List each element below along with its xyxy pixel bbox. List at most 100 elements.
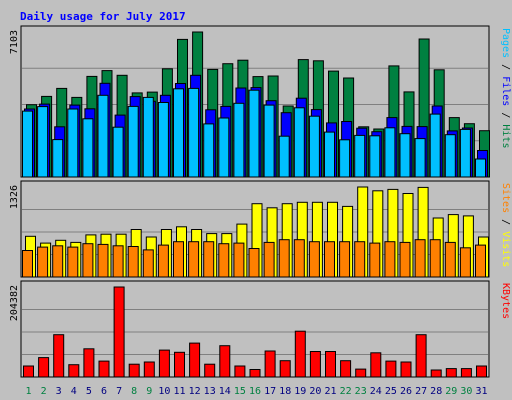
day-label: 28	[430, 386, 442, 397]
bar-pages	[52, 139, 64, 178]
bar-pages	[248, 89, 260, 178]
legend-sep: /	[500, 219, 511, 225]
bar-pages	[218, 117, 230, 178]
bar-sites	[369, 242, 381, 278]
bar-kbytes	[204, 363, 216, 378]
bar-kbytes	[325, 351, 336, 378]
day-label: 4	[71, 386, 77, 397]
day-label: 21	[324, 386, 336, 397]
bar-pages	[459, 128, 471, 178]
bar-sites	[97, 243, 109, 278]
day-label: 12	[189, 386, 201, 397]
bar-pages	[475, 158, 486, 178]
bar-kbytes	[415, 334, 427, 378]
bar-kbytes	[249, 369, 261, 378]
bar-sites	[399, 241, 411, 278]
day-label: 25	[385, 386, 397, 397]
bar-sites	[67, 246, 79, 278]
bar-kbytes	[219, 345, 231, 378]
bar-kbytes	[23, 365, 34, 378]
bar-kbytes	[113, 286, 125, 378]
day-label: 18	[279, 386, 291, 397]
bar-pages	[369, 135, 381, 178]
legend-sites: Sites	[500, 183, 511, 213]
bar-pages	[278, 135, 290, 178]
day-label: 8	[131, 386, 137, 397]
bar-kbytes	[234, 365, 246, 378]
bar-sites	[112, 245, 124, 278]
bar-kbytes	[68, 364, 80, 378]
bar-kbytes	[340, 360, 352, 378]
day-label: 24	[370, 386, 382, 397]
day-label: 9	[146, 386, 152, 397]
bar-pages	[308, 115, 320, 178]
day-label: 26	[400, 386, 412, 397]
day-label: 16	[249, 386, 261, 397]
bar-sites	[384, 241, 396, 278]
panel-kbytes: 204382 KBytes	[9, 280, 511, 378]
bar-pages	[112, 126, 124, 178]
bar-kbytes	[189, 342, 201, 378]
day-label: 1	[25, 386, 31, 397]
bar-kbytes	[309, 351, 321, 378]
bar-pages	[324, 131, 335, 178]
bar-pages	[293, 107, 305, 178]
day-label: 29	[445, 386, 457, 397]
bar-kbytes	[400, 361, 412, 378]
bar-kbytes	[264, 350, 276, 378]
bar-sites	[188, 241, 200, 278]
bar-sites	[414, 239, 426, 278]
bar-pages	[82, 118, 94, 178]
chart-title: Daily usage for July 2017	[20, 10, 186, 23]
bar-kbytes	[385, 360, 397, 378]
bar-kbytes	[370, 352, 382, 378]
bar-pages	[354, 134, 366, 178]
legend-files: Files	[500, 76, 511, 106]
hits-legend: Pages / Files / Hits	[500, 28, 511, 149]
bar-pages	[37, 106, 49, 178]
bar-pages	[188, 87, 200, 178]
hits-max-label: 7103	[9, 30, 20, 54]
bar-kbytes	[294, 330, 306, 378]
bar-pages	[384, 127, 396, 178]
day-label: 3	[56, 386, 62, 397]
bar-kbytes	[174, 351, 185, 378]
bar-sites	[263, 241, 275, 278]
bar-kbytes	[355, 368, 367, 378]
legend-visits: Visits	[500, 231, 511, 267]
legend-sep: /	[500, 64, 511, 70]
day-label: 14	[219, 386, 231, 397]
bar-sites	[324, 241, 335, 278]
day-axis-labels: 1 2 3 4 5 6 7 8 9 10 11 12 13 14 15 16 17 18 19 20 21 22 23 24 2…	[25, 386, 487, 397]
bar-pages	[339, 139, 351, 178]
bar-pages	[203, 123, 215, 178]
bar-sites	[127, 246, 139, 278]
day-label: 22	[340, 386, 352, 397]
bar-kbytes	[128, 363, 140, 378]
bar-sites	[203, 241, 215, 278]
bar-pages	[429, 113, 441, 178]
bar-sites	[339, 241, 351, 278]
bar-sites	[308, 241, 320, 278]
day-label: 6	[101, 386, 107, 397]
panel-hits-files-pages: 7103 Pages / Files / Hits	[9, 25, 511, 178]
bar-pages	[67, 108, 79, 178]
bar-pages	[233, 102, 245, 178]
day-label: 5	[86, 386, 92, 397]
legend-sep: /	[500, 112, 511, 118]
bar-kbytes	[476, 365, 487, 378]
bar-sites	[52, 245, 64, 278]
bar-pages	[414, 138, 426, 178]
bar-kbytes	[445, 368, 457, 378]
day-label: 31	[475, 386, 487, 397]
bar-kbytes	[460, 368, 472, 378]
day-label: 11	[173, 386, 185, 397]
visits-max-label: 1326	[9, 185, 20, 209]
bar-kbytes	[98, 360, 110, 378]
day-label: 7	[116, 386, 122, 397]
day-label: 13	[204, 386, 216, 397]
bar-pages	[399, 133, 411, 178]
bar-sites	[157, 244, 169, 278]
bar-sites	[82, 243, 94, 278]
bar-pages	[142, 96, 154, 178]
